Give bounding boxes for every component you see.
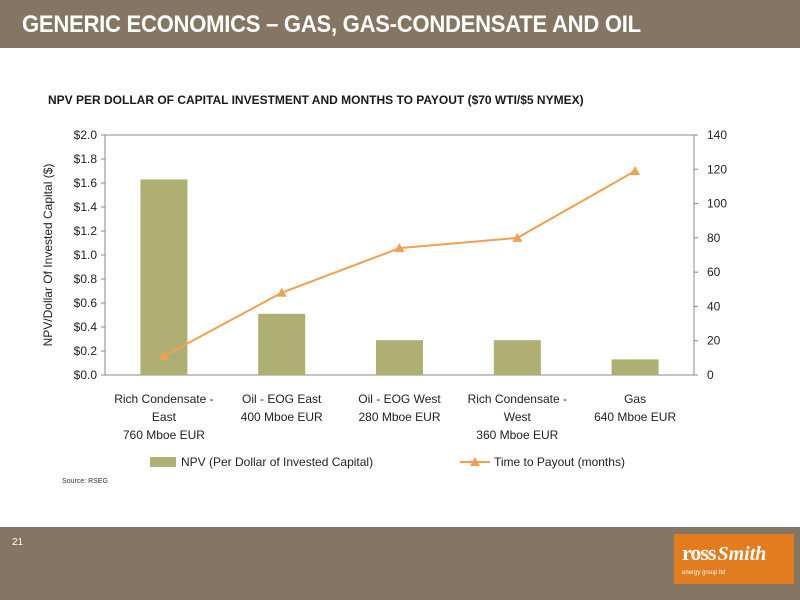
plot-area [104, 134, 695, 376]
legend-bar-swatch [150, 457, 176, 467]
y2-tick-label: 120 [707, 162, 727, 176]
x-tick-label: 760 Mboe EUR [123, 428, 205, 442]
title-bar: GENERIC ECONOMICS – GAS, GAS-CONDENSATE … [0, 0, 800, 48]
y2-tick-label: 60 [707, 265, 721, 279]
x-tick-label: Gas [624, 392, 646, 406]
source-note: Source: RSEG [62, 478, 108, 485]
x-tick-label: East [152, 410, 177, 424]
bar [611, 359, 659, 375]
y-tick-label: $0.2 [74, 344, 98, 358]
y-axis-label: NPV/Dollar Of Invested Capital ($) [41, 164, 55, 347]
logo-tagline: energy group ltd [682, 570, 726, 576]
x-tick-label: 360 Mboe EUR [476, 428, 558, 442]
x-tick-label: Oil - EOG East [242, 392, 322, 406]
chart: $0.0 $0.2 $0.4 $0.6 $0.8 $1.0 $1.2 $1.4 $1.6 $1.8… [41, 128, 727, 469]
x-tick-label: Oil - EOG West [358, 392, 441, 406]
legend-bar-label: NPV (Per Dollar of Invested Capital) [181, 455, 373, 469]
y-tick-label: $0.0 [74, 368, 98, 382]
bar [140, 179, 188, 375]
x-tick-label: 400 Mboe EUR [241, 410, 323, 424]
legend-line-label: Time to Payout (months) [494, 455, 625, 469]
bar [376, 340, 423, 375]
x-tick-label: Rich Condensate - [468, 392, 567, 406]
logo-wordmark: ross Smith [682, 540, 767, 565]
y-tick-label: $0.4 [74, 320, 98, 334]
payout-line [163, 170, 636, 358]
y-tick-label: $1.6 [74, 176, 98, 190]
footer-bar [0, 527, 800, 600]
y-tick-label: $0.6 [74, 296, 98, 310]
y2-tick-label: 80 [707, 231, 721, 245]
y-tick-label: $1.4 [74, 200, 98, 214]
bar [493, 340, 541, 375]
payout-marker [276, 287, 287, 297]
x-tick-label: 280 Mboe EUR [358, 410, 440, 424]
y-tick-label: $2.0 [74, 128, 98, 142]
payout-marker [394, 243, 405, 253]
y-tick-label: $0.8 [74, 272, 98, 286]
company-logo: ross Smith energy group ltd [674, 534, 794, 584]
y2-tick-label: 20 [707, 334, 721, 348]
bar [258, 313, 306, 375]
x-tick-label: 640 Mboe EUR [594, 410, 676, 424]
payout-marker [512, 232, 523, 242]
payout-marker [158, 351, 169, 361]
y2-tick-label: 40 [707, 299, 721, 313]
y2-tick-label: 100 [707, 197, 727, 211]
page-number: 21 [12, 537, 24, 548]
chart-title: NPV PER DOLLAR OF CAPITAL INVESTMENT AND… [48, 93, 584, 107]
y-tick-label: $1.8 [74, 152, 98, 166]
y2-tick-label: 0 [707, 368, 714, 382]
payout-marker [630, 166, 641, 175]
y2-tick-label: 140 [707, 128, 727, 142]
page-title: GENERIC ECONOMICS – GAS, GAS-CONDENSATE … [22, 11, 641, 38]
x-tick-label: Rich Condensate - [114, 392, 213, 406]
x-tick-label: West [504, 410, 532, 424]
y-tick-label: $1.0 [74, 248, 98, 262]
y-tick-label: $1.2 [74, 224, 98, 238]
legend-line-marker [470, 457, 480, 466]
